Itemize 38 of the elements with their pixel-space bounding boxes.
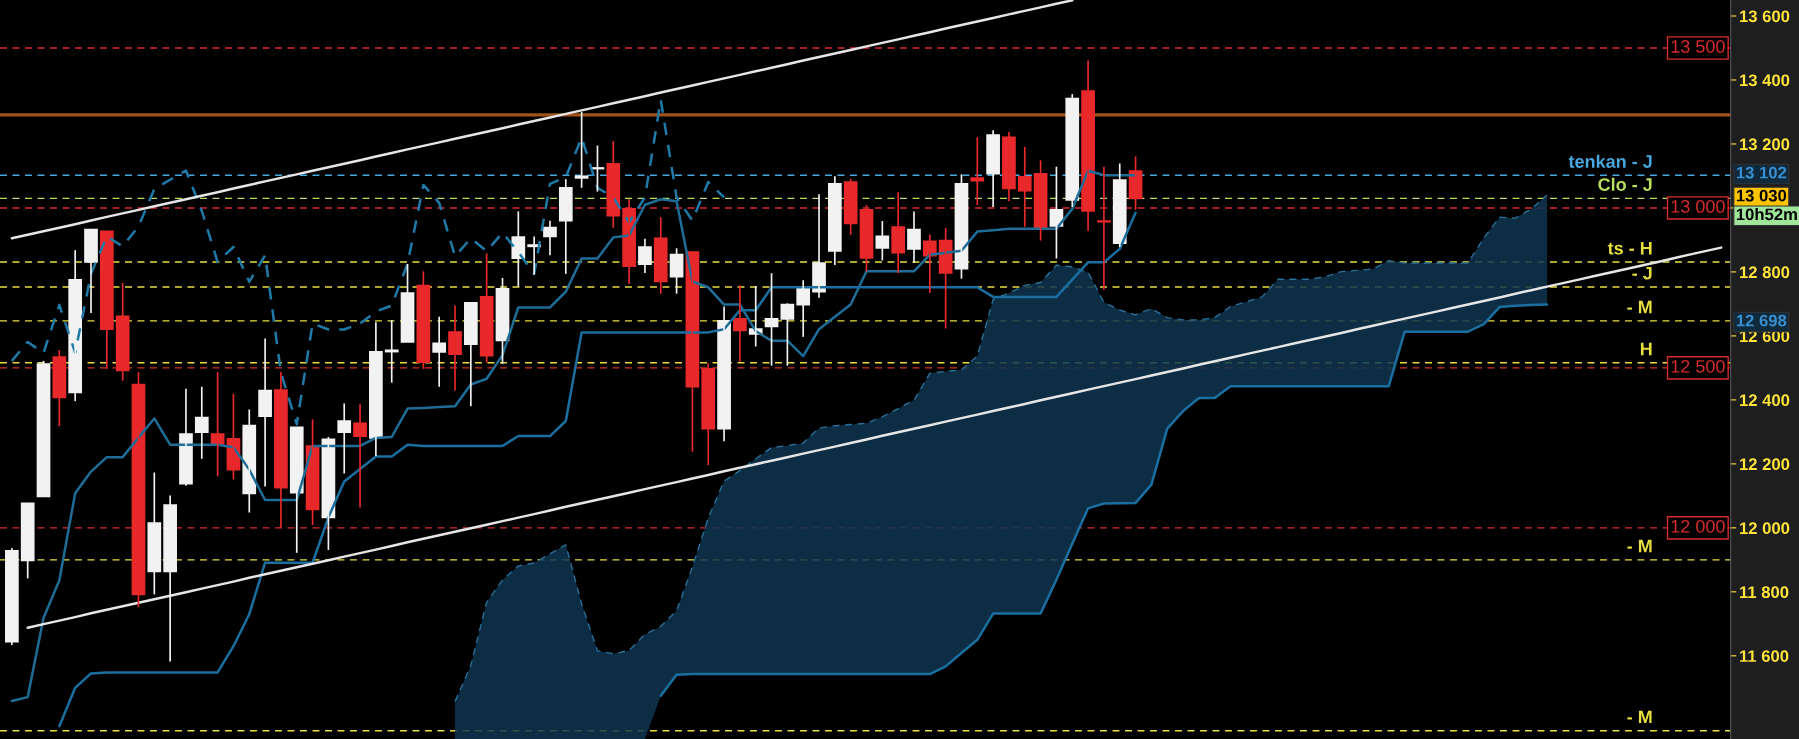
- candlestick: [115, 281, 130, 382]
- candlestick: [1097, 165, 1111, 291]
- ref-line-label: 13 000: [1671, 200, 1725, 213]
- y-tick-label: 12 400: [1740, 394, 1790, 407]
- line-series: [659, 303, 1549, 698]
- ref-line-label: - J: [1632, 266, 1652, 280]
- ref-line-label: tenkan - J: [1568, 154, 1652, 168]
- ref-line-label: - M: [1627, 710, 1652, 724]
- ref-line-label: - M: [1627, 539, 1652, 553]
- text: 13 030: [1736, 189, 1787, 202]
- candlestick: [574, 111, 589, 189]
- ref-line-label: ts - H: [1607, 242, 1652, 255]
- text: 12 698: [1736, 314, 1787, 327]
- y-tick-label: 11 600: [1740, 650, 1789, 663]
- text: 13 102: [1736, 166, 1787, 179]
- candlestick: [891, 191, 906, 274]
- ref-line-label: 12 500: [1671, 359, 1725, 373]
- candlestick: [1017, 146, 1032, 228]
- ref-line-label: 13 500: [1671, 40, 1725, 53]
- candlestick: [384, 319, 399, 384]
- text: 10h52m: [1736, 208, 1797, 221]
- candlestick: [432, 315, 447, 388]
- y-tick-label: 11 800: [1740, 586, 1789, 599]
- y-tick-label: 13 200: [1740, 138, 1790, 151]
- y-tick-label: 13 600: [1740, 10, 1790, 23]
- y-tick-label: 12 000: [1740, 522, 1790, 535]
- line-series: [10, 98, 726, 426]
- y-tick-label: 12 200: [1740, 458, 1790, 471]
- ref-line-label: Clo - J: [1598, 177, 1652, 191]
- y-tick-label: 12 800: [1740, 266, 1790, 279]
- y-tick-label: 13 400: [1740, 74, 1790, 87]
- ref-line-label: H: [1640, 342, 1652, 356]
- candlestick: [353, 403, 367, 509]
- ref-line-label: 12 000: [1671, 519, 1725, 533]
- ref-line-label: - M: [1627, 300, 1652, 314]
- candlestick: [337, 402, 352, 475]
- candlestick: [970, 136, 985, 206]
- line-series: [10, 0, 1074, 240]
